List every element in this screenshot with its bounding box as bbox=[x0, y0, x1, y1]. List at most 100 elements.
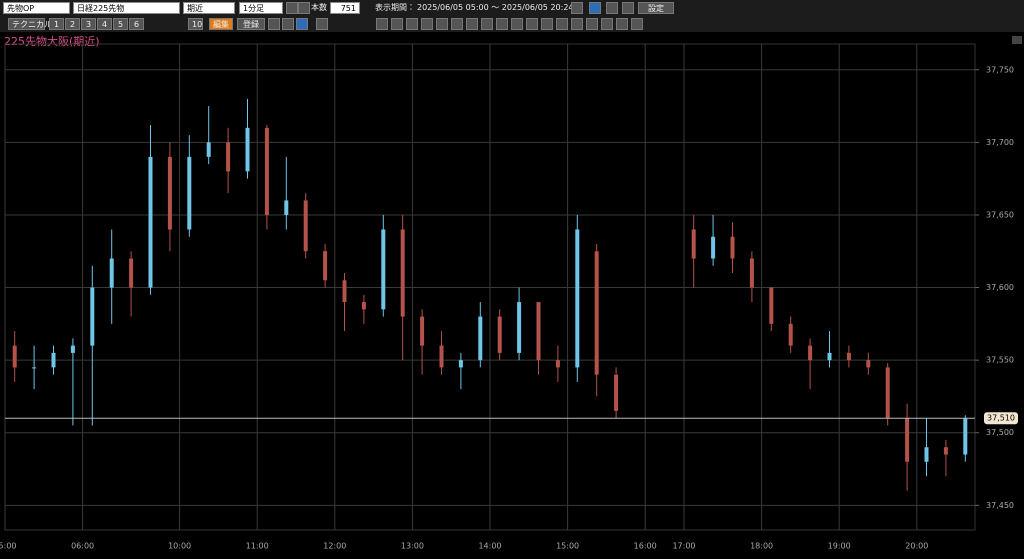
settings-button[interactable]: 設定 bbox=[638, 2, 674, 14]
export-icon[interactable] bbox=[622, 2, 634, 14]
candle-body bbox=[148, 156, 153, 288]
last-price-label: 37,510 bbox=[987, 414, 1015, 423]
tool-icon[interactable] bbox=[556, 18, 568, 30]
tool-icon[interactable] bbox=[282, 18, 294, 30]
candle-body bbox=[381, 229, 386, 310]
tool-icon[interactable] bbox=[571, 18, 583, 30]
x-tick-label: 20:00 bbox=[905, 542, 928, 551]
candle-body bbox=[12, 345, 17, 368]
tool-icon[interactable] bbox=[586, 18, 598, 30]
toolbar-bottom: テクニカル 1 2 3 4 5 6 10 編集 登録 bbox=[0, 16, 1024, 32]
candle-body bbox=[342, 280, 347, 303]
tool-icon[interactable] bbox=[268, 18, 280, 30]
y-tick-label: 37,500 bbox=[986, 428, 1014, 437]
tool-icon[interactable] bbox=[511, 18, 523, 30]
instrument-select[interactable]: 日経225先物 bbox=[73, 2, 180, 14]
reset-icon[interactable] bbox=[571, 2, 583, 14]
y-tick-label: 37,600 bbox=[986, 283, 1014, 292]
candle-body bbox=[943, 447, 948, 455]
candle-body bbox=[691, 229, 696, 259]
candle-body bbox=[788, 323, 793, 346]
tool-icon[interactable] bbox=[451, 18, 463, 30]
candle-body bbox=[497, 316, 502, 353]
tool-icon[interactable] bbox=[526, 18, 538, 30]
toolbar-top: 先物OP 日経225先物 期近 1分足 本数 751 表示期間： 2025/06… bbox=[0, 0, 1024, 16]
x-tick-label: 06:00 bbox=[71, 542, 94, 551]
x-tick-label: 05:00 bbox=[0, 542, 17, 551]
candle-body bbox=[885, 367, 890, 419]
slot-button[interactable]: 6 bbox=[129, 18, 144, 30]
tool-icon[interactable] bbox=[296, 18, 308, 30]
candle-body bbox=[32, 367, 37, 369]
candle-body bbox=[866, 360, 871, 368]
candle-body bbox=[924, 447, 929, 462]
candle-body bbox=[187, 156, 192, 230]
tool-icon[interactable] bbox=[496, 18, 508, 30]
tool-icon[interactable] bbox=[436, 18, 448, 30]
slot-button[interactable]: 1 bbox=[49, 18, 64, 30]
prev-button[interactable] bbox=[286, 2, 298, 14]
candle-body bbox=[420, 316, 425, 346]
slot-button[interactable]: 3 bbox=[81, 18, 96, 30]
candle-body bbox=[827, 352, 832, 361]
x-tick-label: 16:00 bbox=[634, 542, 657, 551]
candle-body bbox=[51, 352, 56, 368]
candle-body bbox=[614, 374, 619, 411]
technical-button[interactable]: テクニカル bbox=[8, 18, 52, 30]
count-input[interactable]: 751 bbox=[330, 2, 360, 14]
candle-body bbox=[749, 258, 754, 288]
tool-icon[interactable] bbox=[541, 18, 553, 30]
market-select[interactable]: 先物OP bbox=[3, 2, 70, 14]
x-tick-label: 12:00 bbox=[323, 542, 346, 551]
candle-body bbox=[264, 127, 269, 215]
tool-icon[interactable] bbox=[316, 18, 328, 30]
interval-select[interactable]: 1分足 bbox=[239, 2, 283, 14]
slot-button[interactable]: 4 bbox=[97, 18, 112, 30]
y-tick-label: 37,750 bbox=[986, 65, 1014, 74]
candle-body bbox=[90, 287, 95, 346]
tool-icon[interactable] bbox=[466, 18, 478, 30]
register-button[interactable]: 登録 bbox=[237, 18, 265, 30]
candle-body bbox=[730, 236, 735, 259]
tool-icon[interactable] bbox=[376, 18, 388, 30]
x-tick-label: 19:00 bbox=[828, 542, 851, 551]
candle-body bbox=[167, 156, 172, 230]
candle-body bbox=[245, 127, 250, 172]
tool-icon[interactable] bbox=[406, 18, 418, 30]
x-tick-label: 10:00 bbox=[168, 542, 191, 551]
y-tick-label: 37,550 bbox=[986, 356, 1014, 365]
tool-icon[interactable] bbox=[601, 18, 613, 30]
count-label: 本数 bbox=[311, 3, 327, 12]
y-tick-label: 37,650 bbox=[986, 210, 1014, 219]
y-tick-label: 37,700 bbox=[986, 138, 1014, 147]
tool-icon[interactable] bbox=[391, 18, 403, 30]
candle-body bbox=[963, 418, 968, 455]
slot-button[interactable]: 10 bbox=[188, 18, 203, 30]
candle-body bbox=[711, 236, 716, 259]
x-tick-label: 14:00 bbox=[478, 542, 501, 551]
chart-title: 225先物大阪(期近) bbox=[4, 34, 100, 48]
candle-body bbox=[206, 142, 211, 157]
tool-icon[interactable] bbox=[589, 2, 601, 14]
contract-select[interactable]: 期近 bbox=[183, 2, 235, 14]
candle-body bbox=[400, 229, 405, 317]
collapse-button[interactable] bbox=[1012, 36, 1022, 44]
period-range: 2025/06/05 05:00 ～ 2025/06/05 20:24 bbox=[417, 3, 574, 12]
candle-body bbox=[575, 229, 580, 368]
tool-icon[interactable] bbox=[631, 18, 643, 30]
tool-icon[interactable] bbox=[616, 18, 628, 30]
print-icon[interactable] bbox=[606, 2, 618, 14]
candle-body bbox=[323, 251, 328, 281]
tool-icon[interactable] bbox=[481, 18, 493, 30]
edit-button[interactable]: 編集 bbox=[209, 18, 233, 30]
last-price-tag bbox=[984, 412, 1018, 425]
next-button[interactable] bbox=[298, 2, 310, 14]
slot-button[interactable]: 5 bbox=[113, 18, 128, 30]
candle-body bbox=[905, 418, 910, 462]
candle-body bbox=[808, 345, 813, 361]
x-tick-label: 11:00 bbox=[246, 542, 269, 551]
tool-icon[interactable] bbox=[421, 18, 433, 30]
candle-body bbox=[478, 316, 483, 361]
slot-button[interactable]: 2 bbox=[65, 18, 80, 30]
